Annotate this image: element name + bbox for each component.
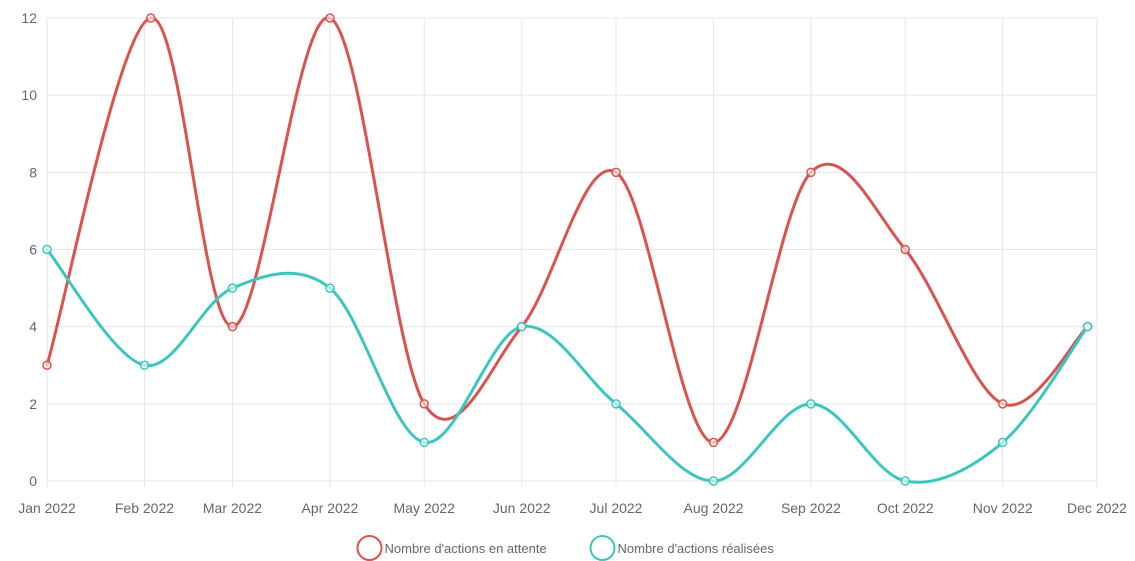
- data-point[interactable]: [227, 283, 238, 293]
- data-point[interactable]: [997, 399, 1008, 409]
- x-tick-label: Dec 2022: [1067, 500, 1127, 516]
- data-point[interactable]: [516, 321, 527, 332]
- data-point[interactable]: [227, 321, 238, 332]
- y-tick-label: 8: [29, 164, 37, 180]
- data-point[interactable]: [900, 244, 910, 255]
- axes: 0 2 4 6 8 10 12 Jan 2022 Feb 2022 Mar 2022 Apr 202…: [18, 10, 1127, 516]
- x-tick-label: Jul 2022: [590, 500, 643, 516]
- x-tick-label: Aug 2022: [683, 500, 743, 516]
- x-tick-label: Jun 2022: [493, 500, 551, 516]
- legend-item-1[interactable]: Nombre d'actions en attente: [356, 535, 547, 561]
- series-line-2: [45, 248, 1090, 484]
- x-tick-label: Sep 2022: [781, 500, 841, 516]
- data-point[interactable]: [139, 360, 150, 370]
- data-point[interactable]: [419, 399, 429, 409]
- data-point[interactable]: [325, 283, 335, 293]
- legend-swatch: [589, 535, 616, 561]
- legend-label: Nombre d'actions en attente: [385, 541, 547, 556]
- y-tick-label: 10: [21, 87, 37, 103]
- data-point[interactable]: [1082, 321, 1093, 332]
- data-point[interactable]: [997, 437, 1008, 448]
- data-point[interactable]: [611, 167, 621, 178]
- x-tick-label: Apr 2022: [302, 500, 359, 516]
- y-tick-label: 2: [29, 396, 37, 412]
- data-point[interactable]: [708, 437, 719, 448]
- y-tick-label: 4: [29, 319, 37, 335]
- grid-lines: [46, 17, 1098, 487]
- legend-swatch: [356, 535, 383, 561]
- x-tick-label: Oct 2022: [877, 500, 934, 516]
- data-points: [42, 13, 1093, 486]
- x-tick-label: Jan 2022: [18, 500, 76, 516]
- legend-item-2[interactable]: Nombre d'actions réalisées: [589, 535, 775, 561]
- y-tick-label: 0: [29, 473, 37, 489]
- data-point[interactable]: [806, 399, 816, 409]
- data-point[interactable]: [42, 360, 52, 370]
- series-line-1: [45, 16, 1090, 444]
- data-point[interactable]: [611, 399, 621, 409]
- data-point[interactable]: [806, 167, 816, 178]
- data-point[interactable]: [145, 13, 156, 23]
- x-tick-label: May 2022: [394, 500, 456, 516]
- data-point[interactable]: [900, 476, 910, 486]
- y-tick-label: 6: [29, 242, 37, 258]
- y-tick-label: 12: [21, 10, 37, 26]
- data-point[interactable]: [42, 244, 52, 255]
- x-tick-label: Nov 2022: [973, 500, 1033, 516]
- x-tick-label: Feb 2022: [115, 500, 174, 516]
- data-point[interactable]: [325, 13, 335, 23]
- legend: Nombre d'actions en attente Nombre d'acti…: [356, 535, 775, 561]
- data-point[interactable]: [419, 437, 429, 448]
- data-point[interactable]: [708, 476, 719, 486]
- x-tick-label: Mar 2022: [203, 500, 262, 516]
- legend-label: Nombre d'actions réalisées: [618, 541, 775, 556]
